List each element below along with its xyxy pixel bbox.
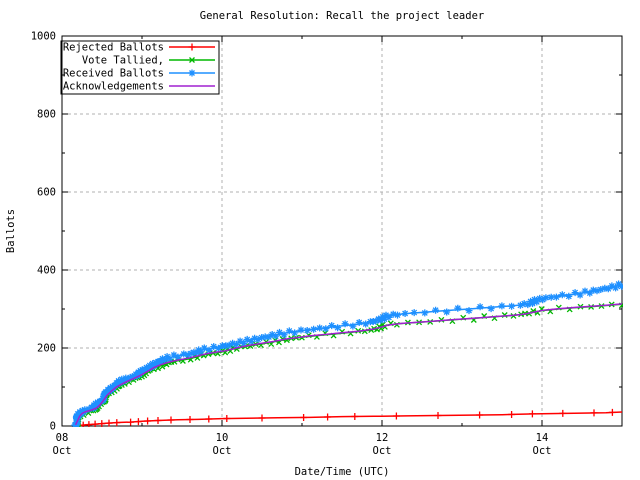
y-tick-label: 200 (37, 343, 56, 355)
legend-entry-acknowledgements: Acknowledgements (63, 81, 215, 93)
x-tick-label-month: Oct (213, 445, 232, 457)
x-tick-label-day: 08 (56, 432, 69, 444)
series-line (77, 411, 623, 427)
legend-sample-plus-marker-icon (188, 43, 196, 51)
x-tick-label-day: 10 (216, 432, 229, 444)
legend-box (60, 40, 220, 95)
x-tick-label-month: Oct (53, 445, 72, 457)
x-axis-title: Date/Time (UTC) (295, 466, 390, 478)
legend-label: Received Ballots (63, 68, 164, 80)
legend-entry-vote-tallied: Vote Tallied, (82, 55, 215, 67)
legend-sample-cross-marker-icon (189, 57, 195, 63)
series-received-ballots (71, 280, 623, 427)
x-tick-label-day: 12 (376, 432, 389, 444)
y-tick-label: 800 (37, 109, 56, 121)
y-axis-title: Ballots (5, 209, 17, 253)
y-tick-label: 600 (37, 187, 56, 199)
series-markers (71, 280, 623, 427)
legend-entry-rejected-ballots: Rejected Ballots (63, 42, 215, 54)
x-tick-label-month: Oct (373, 445, 392, 457)
legend-sample-star-marker-icon (188, 69, 196, 77)
series-line (74, 283, 623, 426)
axis-ticks (61, 35, 623, 427)
legend-entry-received-ballots: Received Ballots (63, 68, 215, 80)
gridlines (62, 36, 622, 426)
data-series (71, 280, 623, 427)
chart-title: General Resolution: Recall the project l… (200, 10, 484, 22)
legend-label: Rejected Ballots (63, 42, 164, 54)
series-acknowledgements (74, 303, 623, 426)
y-tick-label: 1000 (31, 31, 56, 43)
x-tick-label-day: 14 (536, 432, 549, 444)
legend-label: Acknowledgements (63, 81, 164, 93)
y-tick-label: 0 (50, 421, 56, 433)
y-tick-label: 400 (37, 265, 56, 277)
series-line (74, 303, 623, 426)
legend-label: Vote Tallied, (82, 55, 164, 67)
x-tick-label-month: Oct (533, 445, 552, 457)
